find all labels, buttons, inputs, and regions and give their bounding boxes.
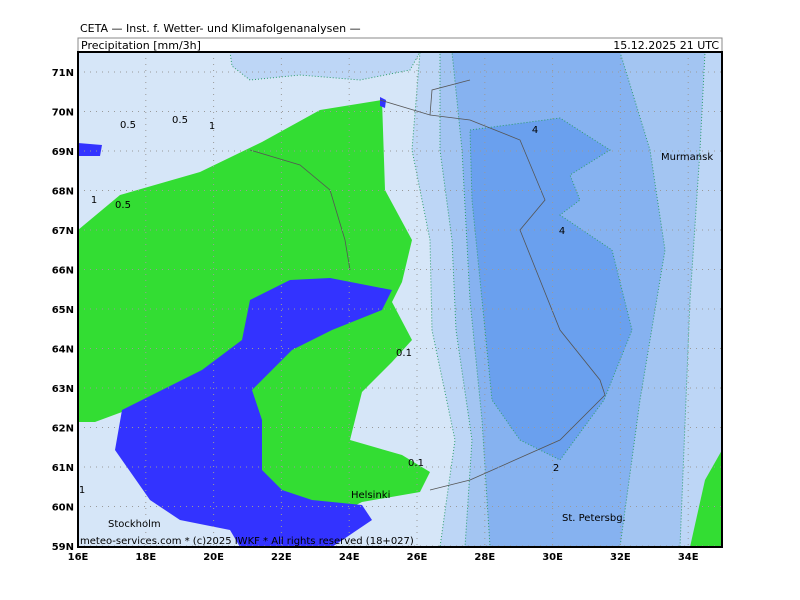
lat-label: 67N [52,226,74,237]
lon-label: 18E [135,552,156,563]
lat-label: 61N [52,463,74,474]
map-title: Precipitation [mm/3h] [81,39,201,52]
lon-label: 30E [542,552,563,563]
lon-label: 26E [407,552,428,563]
fields [78,52,722,547]
lat-label: 69N [52,147,74,158]
field-band-1-north [229,52,421,81]
lat-label: 71N [52,68,74,79]
contour-label: 1 [91,195,97,206]
contour-label: 0.1 [408,458,424,469]
contour-label: 1 [209,121,215,132]
field-green-east [690,450,722,547]
lat-label: 64N [52,345,74,356]
lon-label: 20E [203,552,224,563]
contour-label: 0.5 [120,120,136,131]
map-frame [77,51,723,548]
field-band-4 [469,117,633,461]
contour-label: 0.1 [396,348,412,359]
lat-label: 63N [52,384,74,395]
lon-label: 24E [339,552,360,563]
city-label: Murmansk [661,152,713,163]
lon-label: 28E [474,552,495,563]
footer: meteo-services.com * (c)2025 IWKF * All … [80,536,414,547]
lat-label: 60N [52,503,74,514]
valid-time: 15.12.2025 21 UTC [613,39,719,52]
field-dark-blue-west [78,143,102,156]
lat-label: 59N [52,542,74,553]
lat-label: 68N [52,187,74,198]
lon-label: 16E [68,552,89,563]
lat-label: 70N [52,108,74,119]
contour-label: 0.5 [115,200,131,211]
lon-label: 34E [678,552,699,563]
field-dark-blue-north [380,97,386,108]
border-line [429,114,606,491]
city-label: Helsinki [351,490,390,501]
source-header: CETA — Inst. f. Wetter- und Klimafolgena… [80,22,361,35]
lat-label: 65N [52,305,74,316]
lon-label: 32E [610,552,631,563]
city-label: Stockholm [108,519,161,530]
lon-label: 22E [271,552,292,563]
border-line [379,79,471,116]
contour-label: 0.5 [172,115,188,126]
contour-label: 2 [553,463,559,474]
lat-label: 62N [52,424,74,435]
contour-label: 1 [79,485,85,496]
contour-label: 4 [559,226,565,237]
field-dark-blue [115,278,392,547]
contour-label: 4 [532,125,538,136]
city-label: St. Petersbg. [562,513,626,524]
lat-label: 66N [52,266,74,277]
map-area [77,51,723,548]
